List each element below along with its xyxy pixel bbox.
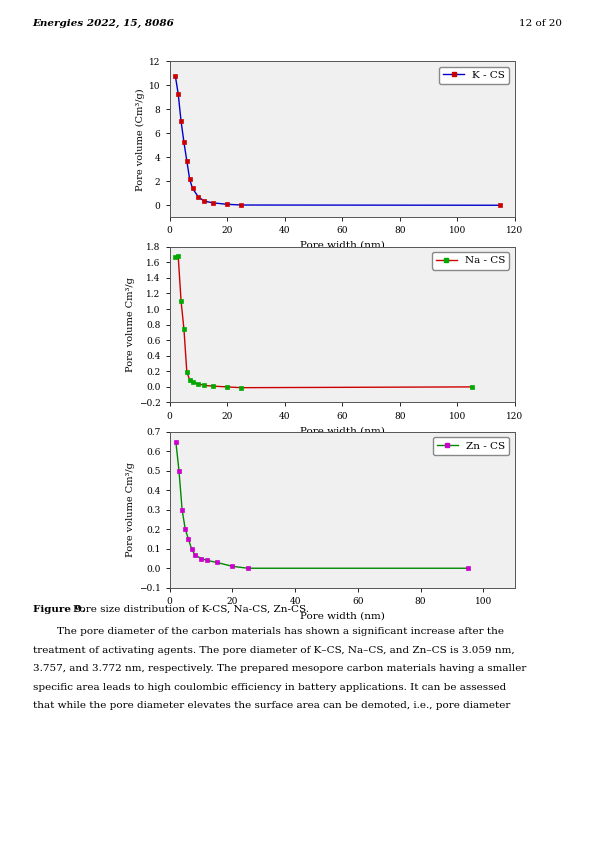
Text: The pore diameter of the carbon materials has shown a significant increase after: The pore diameter of the carbon material… <box>57 627 503 637</box>
Y-axis label: Pore volume Cm³/g: Pore volume Cm³/g <box>126 462 134 557</box>
Text: 12 of 20: 12 of 20 <box>519 19 562 29</box>
Text: Pore size distribution of K-CS, Na-CS, Zn-CS.: Pore size distribution of K-CS, Na-CS, Z… <box>73 605 309 614</box>
Legend: Na - CS: Na - CS <box>431 252 509 269</box>
Text: Figure 9.: Figure 9. <box>33 605 89 614</box>
Text: 3.757, and 3.772 nm, respectively. The prepared mesopore carbon materials having: 3.757, and 3.772 nm, respectively. The p… <box>33 664 526 674</box>
Legend: Zn - CS: Zn - CS <box>433 437 509 455</box>
X-axis label: Pore width (nm): Pore width (nm) <box>300 426 384 435</box>
Text: specific area leads to high coulombic efficiency in battery applications. It can: specific area leads to high coulombic ef… <box>33 683 506 692</box>
Y-axis label: Pore volume Cm³/g: Pore volume Cm³/g <box>126 277 134 372</box>
Text: treatment of activating agents. The pore diameter of K–CS, Na–CS, and Zn–CS is 3: treatment of activating agents. The pore… <box>33 646 514 655</box>
Text: Energies 2022, 15, 8086: Energies 2022, 15, 8086 <box>33 19 174 29</box>
Text: that while the pore diameter elevates the surface area can be demoted, i.e., por: that while the pore diameter elevates th… <box>33 701 510 711</box>
X-axis label: Pore width (nm): Pore width (nm) <box>300 611 384 621</box>
X-axis label: Pore width (nm): Pore width (nm) <box>300 241 384 250</box>
Y-axis label: Pore volume (Cm³/g): Pore volume (Cm³/g) <box>136 88 145 190</box>
Legend: K - CS: K - CS <box>439 67 509 84</box>
